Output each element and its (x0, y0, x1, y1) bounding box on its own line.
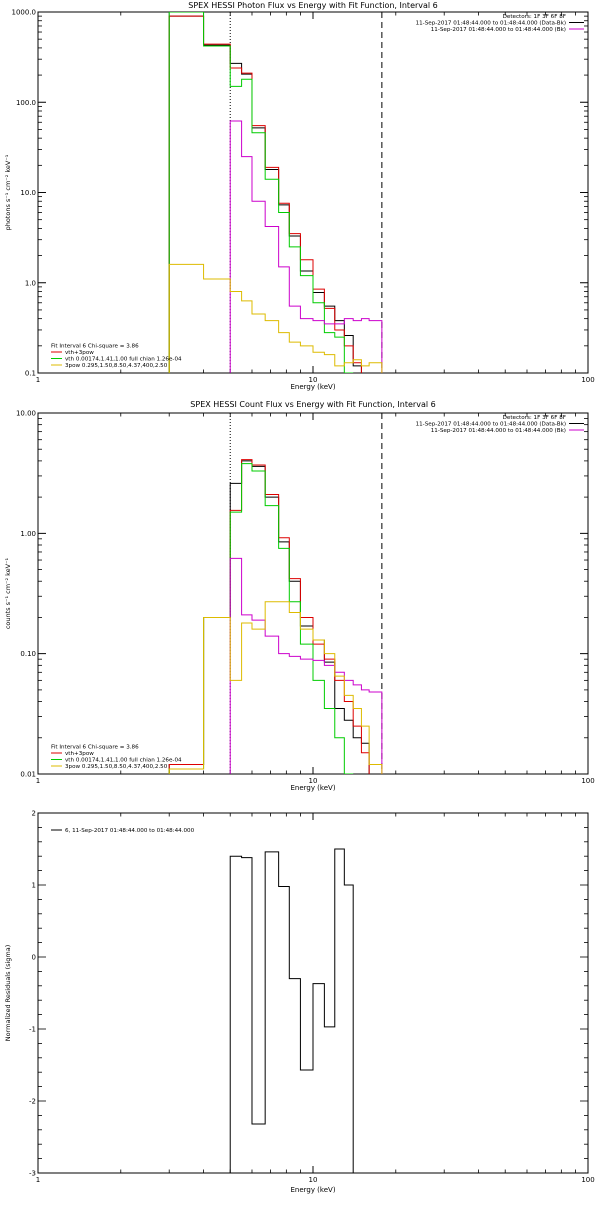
y-axis-label: counts s⁻¹ cm⁻² keV⁻¹ (4, 557, 12, 629)
data-series-group (168, 12, 383, 373)
series-3-line (168, 463, 354, 774)
chart-title: SPEX HESSI Count Flux vs Energy with Fit… (190, 400, 435, 409)
x-tick-label: 100 (581, 1176, 594, 1184)
x-tick-label: 1 (36, 1176, 40, 1184)
legend-topright-entry: 11-Sep-2017 01:48:44.000 to 01:48:44.000… (416, 21, 566, 27)
x-tick-label: 100 (581, 777, 594, 785)
y-tick-label: 1 (32, 882, 36, 890)
x-axis-label: Energy (keV) (290, 383, 335, 391)
legend-topright-entry: 11-Sep-2017 01:48:44.000 to 01:48:44.000… (431, 27, 566, 33)
legend-bottomleft-entry: Fit Interval 6 Chi-square = 3.86 (51, 344, 139, 350)
legend-bottomleft-entry: vth+3pow (65, 751, 94, 757)
legend-topleft-entry: 6, 11-Sep-2017 01:48:44.000 to 01:48:44.… (65, 828, 195, 834)
legend-topright-entry: Detectors: 1F 3F 6F 8F (503, 14, 566, 20)
chart-panel-1: 1 10 100 0.1 1.0 10.0 100.0 1000.0 SPEX HESSI Ph… (4, 1, 595, 391)
legend-bottomleft-entry: vth 0.00174,1.41,1.00 full chian 1.26e-0… (65, 758, 182, 764)
y-tick-label: 0.01 (20, 771, 36, 779)
chart-title: SPEX HESSI Photon Flux vs Energy with Fi… (188, 1, 438, 10)
series-2-line (168, 459, 370, 774)
y-axis-label: photons s⁻¹ cm⁻² keV⁻¹ (4, 154, 12, 230)
y-tick-label: 1.0 (25, 279, 36, 287)
series-5-line (168, 601, 383, 774)
x-tick-label: 1 (36, 777, 40, 785)
y-tick-label: 1.00 (20, 530, 36, 538)
y-tick-label: 2 (32, 810, 36, 818)
chart-panel-3: 1 10 100 -3 -2 -1 0 1 2 Energy (keV) Normalized Re… (4, 810, 595, 1195)
y-tick-label: 100.0 (16, 99, 36, 107)
series-1-line (229, 848, 354, 1173)
x-tick-label: 100 (581, 376, 594, 384)
legend-bottomleft-entry: vth 0.00174,1.41,1.00 full chian 1.26e-0… (65, 357, 182, 363)
series-1-line (168, 460, 370, 774)
series-4-line (229, 557, 383, 774)
y-tick-label: 0.1 (25, 370, 36, 378)
series-5-line (168, 263, 383, 373)
plot-frame (37, 412, 589, 775)
y-axis-label: Normalized Residuals (sigma) (4, 945, 12, 1042)
y-tick-label: -3 (29, 1170, 36, 1178)
legend-topright-entry: Detectors: 1F 3F 6F 8F (503, 415, 566, 421)
chart-panel-2: 1 10 100 0.01 0.10 1.00 10.00 SPEX HESSI Count … (4, 400, 595, 792)
y-tick-label: 10.0 (20, 189, 36, 197)
y-tick-label: -2 (29, 1098, 36, 1106)
legend-bottomleft-entry: 3pow 0.295,1.50,8.50,4.37,400,2.50 (65, 363, 168, 369)
x-axis-label: Energy (keV) (290, 1186, 335, 1194)
legend-bottomleft-entry: 3pow 0.295,1.50,8.50,4.37,400,2.50 (65, 764, 168, 770)
x-tick-label: 10 (309, 1176, 318, 1184)
x-axis-label: Energy (keV) (290, 784, 335, 792)
legend-bottomleft-entry: vth+3pow (65, 350, 94, 356)
data-series-group (168, 459, 383, 774)
legend-bottomleft-entry: Fit Interval 6 Chi-square = 3.86 (51, 745, 139, 751)
y-tick-label: -1 (29, 1026, 36, 1034)
y-tick-label: 10.00 (16, 410, 36, 418)
x-tick-label: 1 (36, 376, 40, 384)
x-tick-label: 10 (309, 376, 318, 384)
series-3-line (168, 12, 354, 373)
y-tick-label: 1000.0 (12, 9, 37, 17)
y-tick-label: 0.10 (20, 650, 36, 658)
series-4-line (229, 120, 383, 373)
data-series-group (229, 848, 354, 1173)
x-tick-label: 10 (309, 777, 318, 785)
y-tick-label: 0 (32, 954, 36, 962)
legend-topright-entry: 11-Sep-2017 01:48:44.000 to 01:48:44.000… (416, 422, 566, 428)
legend-topright-entry: 11-Sep-2017 01:48:44.000 to 01:48:44.000… (431, 428, 566, 434)
